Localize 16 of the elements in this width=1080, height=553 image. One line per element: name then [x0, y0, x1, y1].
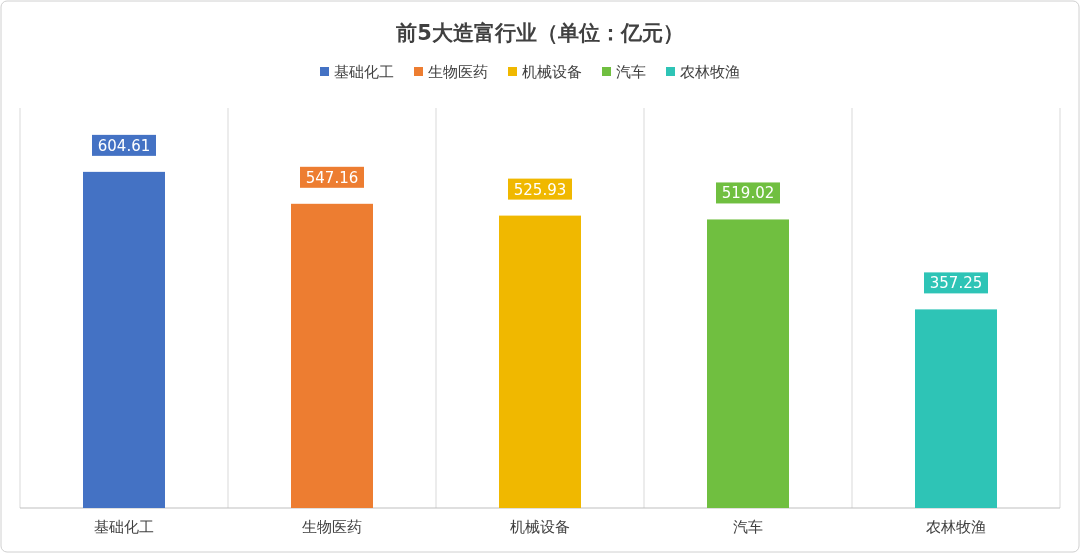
data-label: 547.16: [305, 168, 359, 187]
x-tick-label: 机械设备: [510, 518, 570, 536]
x-tick-label: 生物医药: [302, 518, 362, 536]
x-tick-label: 汽车: [733, 518, 763, 536]
legend-label: 生物医药: [428, 63, 488, 81]
legend-label: 汽车: [616, 63, 646, 81]
data-label: 604.61: [97, 136, 151, 155]
legend-label: 农林牧渔: [680, 63, 740, 81]
chart-title: 前5大造富行业（单位：亿元）: [395, 21, 684, 45]
x-tick-label: 农林牧渔: [926, 518, 986, 536]
data-label: 525.93: [513, 180, 567, 199]
legend-label: 基础化工: [334, 63, 394, 81]
data-label: 357.25: [929, 274, 983, 293]
x-tick-label: 基础化工: [94, 518, 154, 536]
legend-label: 机械设备: [522, 63, 582, 81]
data-label: 519.02: [721, 184, 775, 203]
